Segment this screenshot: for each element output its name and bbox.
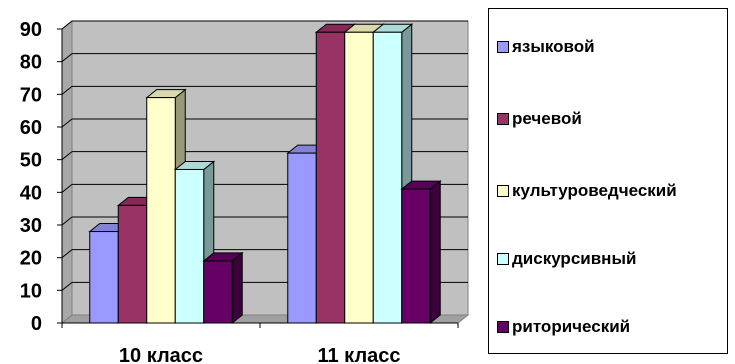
- bar: [202, 251, 244, 325]
- x-category-label: 11 класс: [317, 345, 400, 364]
- gridline-side: [61, 249, 73, 259]
- legend-item: языковой: [497, 37, 595, 57]
- y-tick-label: 90: [20, 19, 42, 41]
- legend-swatch: [497, 253, 509, 265]
- gridline-side: [61, 53, 73, 63]
- bar: [371, 23, 414, 325]
- legend-swatch: [497, 185, 509, 197]
- y-tick-label: 80: [20, 52, 42, 74]
- bar: [400, 180, 442, 325]
- legend-swatch: [497, 321, 509, 333]
- gridline-side: [61, 151, 73, 161]
- legend-label: культуроведческий: [512, 181, 677, 200]
- chart-legend: языковой речевой культуроведческий дискурси…: [488, 8, 728, 354]
- legend-swatch: [497, 41, 509, 53]
- bar-chart-3d: 0 10 20 30 40 50 60 70 80 90 10 класс 11 класс: [20, 19, 470, 364]
- gridline-side: [61, 183, 73, 193]
- legend-label: речевой: [512, 109, 582, 128]
- y-tick-label: 30: [20, 215, 42, 237]
- y-tick-label: 40: [20, 182, 42, 204]
- y-tick-label: 50: [20, 150, 42, 172]
- y-tick-label: 10: [20, 280, 42, 302]
- y-tick-label: 0: [31, 313, 42, 335]
- legend-item: риторический: [497, 317, 630, 337]
- legend-item: речевой: [497, 109, 582, 129]
- legend-label: риторический: [512, 317, 631, 336]
- legend-label: языковой: [512, 37, 595, 56]
- y-tick-label: 60: [20, 117, 42, 139]
- y-tick-label: 70: [20, 84, 42, 106]
- legend-label: дискурсивный: [512, 249, 637, 268]
- gridline-side: [61, 20, 73, 30]
- gridline-side: [61, 118, 73, 128]
- legend-swatch: [497, 113, 509, 125]
- gridline-side: [61, 281, 73, 291]
- x-category-label: 10 класс: [119, 345, 203, 364]
- legend-item: культуроведческий: [497, 181, 677, 201]
- legend-item: дискурсивный: [497, 249, 636, 269]
- y-tick-label: 20: [20, 248, 42, 270]
- gridline-side: [61, 216, 73, 226]
- chart-side-wall: [61, 19, 73, 325]
- gridline-side: [61, 85, 73, 95]
